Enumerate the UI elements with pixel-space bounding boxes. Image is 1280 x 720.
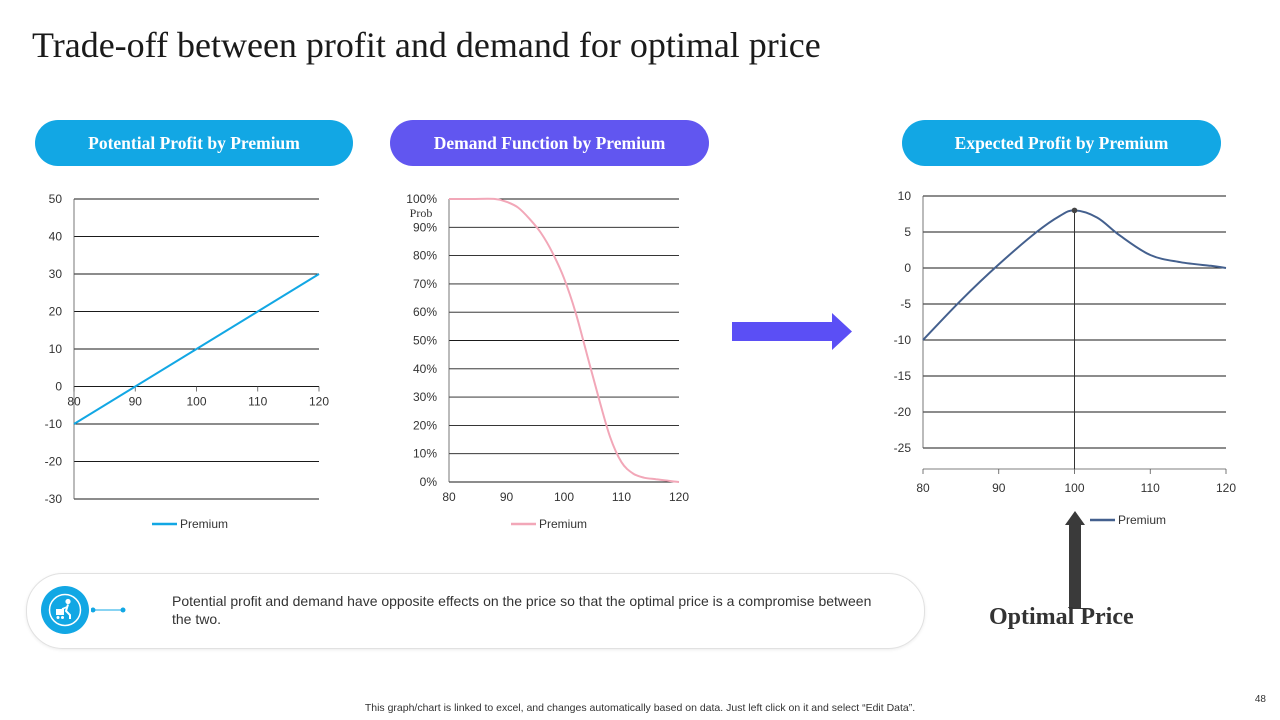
chart3-title: Expected Profit by Premium bbox=[954, 132, 1169, 153]
y-tick-label: 0 bbox=[55, 380, 62, 394]
y-tick-label: 30% bbox=[413, 390, 437, 404]
x-tick-label: 80 bbox=[442, 490, 456, 504]
page-number: 48 bbox=[1254, 694, 1266, 705]
optimal-point-marker bbox=[1071, 207, 1078, 214]
series-line bbox=[922, 209, 1227, 341]
x-tick-label: 120 bbox=[669, 490, 689, 504]
y-tick-label: 50 bbox=[49, 192, 63, 206]
y-tick-label: 60% bbox=[413, 305, 437, 319]
y-tick-label: 5 bbox=[904, 225, 911, 239]
insight-callout: Potential profit and demand have opposit… bbox=[26, 573, 925, 649]
x-tick-label: 100 bbox=[186, 395, 206, 409]
y-tick-label: 30 bbox=[49, 267, 63, 281]
x-tick-label: 100 bbox=[554, 490, 574, 504]
y-tick-label: -25 bbox=[894, 441, 912, 455]
y-tick-label: 20% bbox=[413, 418, 437, 432]
y-axis-title: Prob bbox=[410, 206, 433, 220]
x-tick-label: 100 bbox=[1064, 481, 1084, 495]
y-tick-label: 80% bbox=[413, 249, 437, 263]
y-tick-label: 0% bbox=[420, 475, 438, 489]
y-tick-label: 50% bbox=[413, 334, 437, 348]
y-tick-label: 90% bbox=[413, 220, 437, 234]
y-tick-label: 40% bbox=[413, 362, 437, 376]
optimal-price-label: Optimal Price bbox=[989, 604, 1134, 630]
y-tick-label: 20 bbox=[49, 305, 63, 319]
y-tick-label: -10 bbox=[45, 417, 63, 431]
y-tick-label: -20 bbox=[894, 405, 912, 419]
y-tick-label: 100% bbox=[406, 192, 437, 206]
chart3-title-pill: Expected Profit by Premium bbox=[902, 120, 1221, 166]
shopping-cart-person-icon bbox=[41, 586, 89, 634]
chart1-title-pill: Potential Profit by Premium bbox=[35, 120, 353, 166]
y-tick-label: 0 bbox=[904, 261, 911, 275]
x-tick-label: 80 bbox=[67, 395, 81, 409]
page-title: Trade-off between profit and demand for … bbox=[32, 25, 821, 65]
x-tick-label: 110 bbox=[1141, 481, 1160, 495]
footer-note: This graph/chart is linked to excel, and… bbox=[364, 702, 916, 714]
series-line bbox=[73, 273, 320, 425]
y-tick-label: -5 bbox=[900, 297, 911, 311]
callout-text: Potential profit and demand have opposit… bbox=[172, 593, 872, 627]
legend-label: Premium bbox=[539, 517, 587, 531]
x-tick-label: 90 bbox=[129, 395, 143, 409]
y-tick-label: 10% bbox=[413, 447, 437, 461]
x-tick-label: 110 bbox=[612, 490, 631, 504]
y-tick-label: 10 bbox=[898, 189, 912, 203]
y-tick-label: 10 bbox=[49, 342, 63, 356]
chart2-title: Demand Function by Premium bbox=[433, 132, 666, 153]
right-arrow-icon bbox=[732, 313, 852, 350]
y-tick-label: -20 bbox=[45, 455, 63, 469]
x-tick-label: 90 bbox=[500, 490, 514, 504]
x-tick-label: 120 bbox=[1216, 481, 1236, 495]
y-tick-label: -15 bbox=[894, 369, 912, 383]
series-line bbox=[449, 197, 680, 483]
legend-label: Premium bbox=[1118, 513, 1166, 527]
legend-label: Premium bbox=[180, 517, 228, 531]
y-tick-label: -30 bbox=[45, 492, 63, 506]
y-tick-label: -10 bbox=[894, 333, 912, 347]
x-tick-label: 90 bbox=[992, 481, 1006, 495]
y-tick-label: 40 bbox=[49, 230, 63, 244]
y-tick-label: 70% bbox=[413, 277, 437, 291]
connector-dots bbox=[91, 607, 126, 613]
x-tick-label: 120 bbox=[309, 395, 329, 409]
up-arrow-icon bbox=[1065, 511, 1085, 609]
chart2-title-pill: Demand Function by Premium bbox=[390, 120, 709, 166]
chart1-title: Potential Profit by Premium bbox=[88, 132, 300, 153]
x-tick-label: 80 bbox=[916, 481, 930, 495]
x-tick-label: 110 bbox=[248, 395, 267, 409]
